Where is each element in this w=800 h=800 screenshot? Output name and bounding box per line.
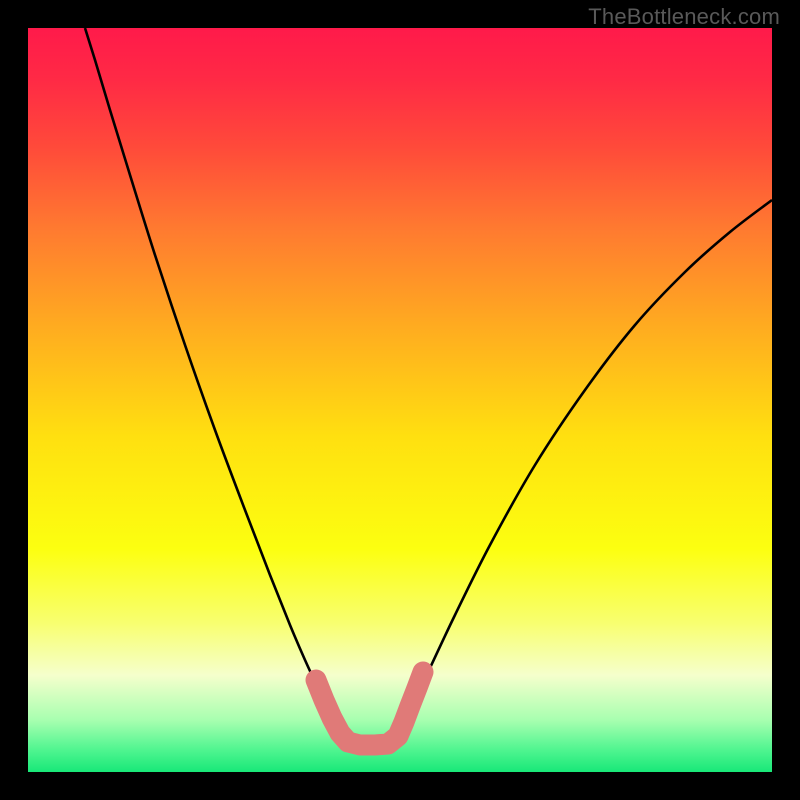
- frame-border-left: [0, 0, 28, 800]
- frame-border-bottom: [0, 772, 800, 800]
- chart-canvas: [0, 0, 800, 800]
- watermark-text: TheBottleneck.com: [588, 4, 780, 30]
- frame-border-right: [772, 0, 800, 800]
- plot-background-gradient: [28, 28, 772, 772]
